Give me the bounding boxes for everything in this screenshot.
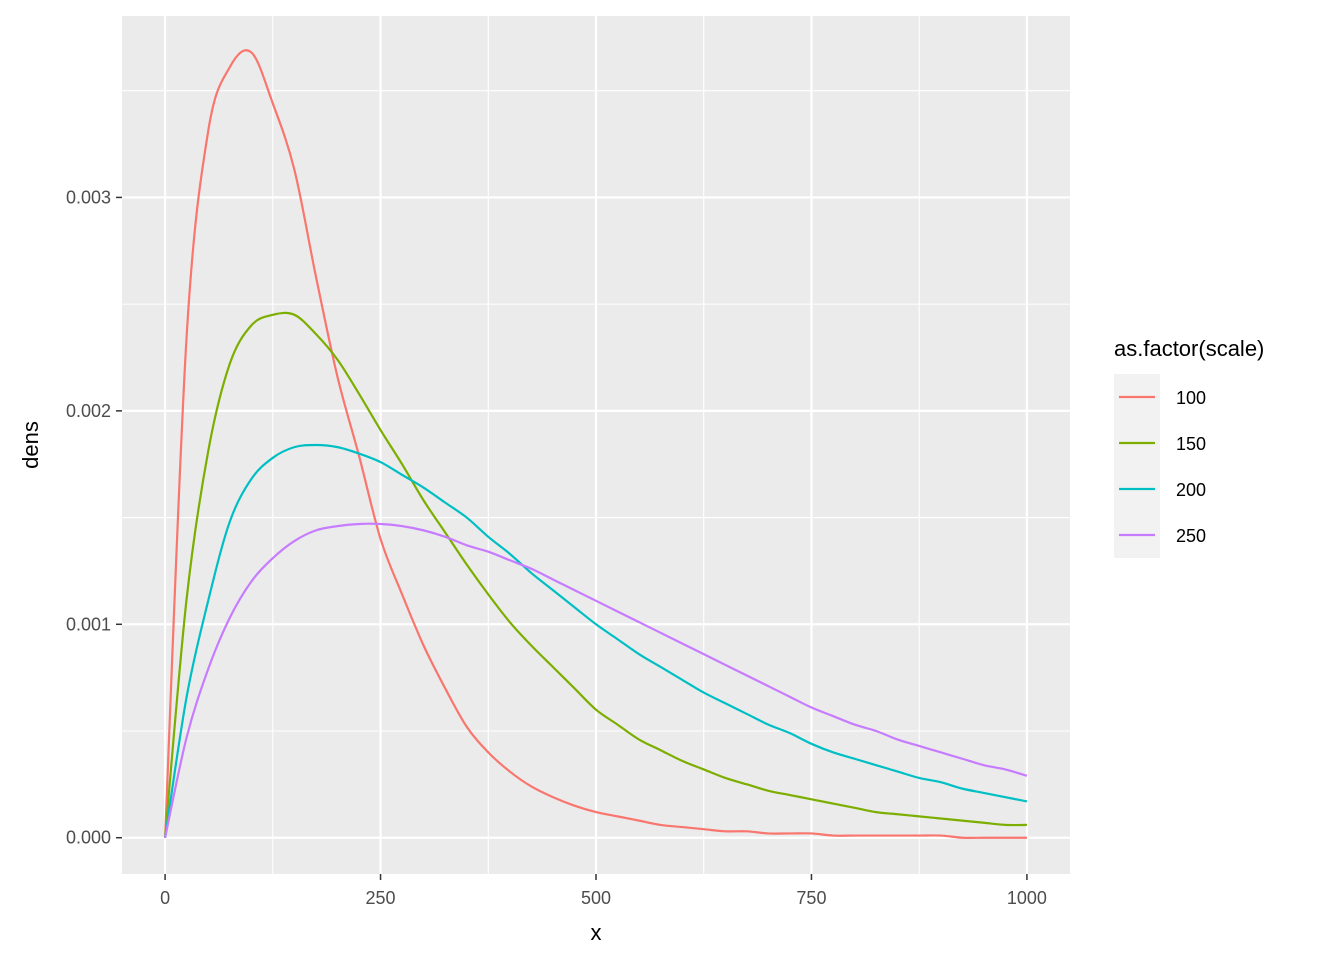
legend-label-150: 150 xyxy=(1176,434,1206,454)
legend: as.factor(scale) 100 150 200 250 xyxy=(1114,336,1264,558)
x-tick-label: 0 xyxy=(160,888,170,908)
series-line-150 xyxy=(163,311,1027,838)
legend-label-100: 100 xyxy=(1176,388,1206,408)
legend-label-250: 250 xyxy=(1176,526,1206,546)
y-tick-label: 0.000 xyxy=(66,828,111,848)
x-tick-label: 500 xyxy=(581,888,611,908)
x-tick-label: 250 xyxy=(366,888,396,908)
series-line-100 xyxy=(163,49,1027,839)
y-tick-label: 0.003 xyxy=(66,187,111,207)
x-axis-title: x xyxy=(591,920,602,945)
series-line-250 xyxy=(164,522,1028,838)
x-axis: 0 250 500 750 1000 xyxy=(160,874,1047,908)
legend-label-200: 200 xyxy=(1176,480,1206,500)
series-lines xyxy=(163,49,1028,839)
y-tick-label: 0.002 xyxy=(66,401,111,421)
major-gridlines xyxy=(122,16,1070,874)
y-axis: 0.000 0.001 0.002 0.003 xyxy=(66,187,122,848)
y-axis-title: dens xyxy=(18,421,43,469)
x-tick-label: 750 xyxy=(796,888,826,908)
legend-title: as.factor(scale) xyxy=(1114,336,1264,361)
y-tick-label: 0.001 xyxy=(66,614,111,634)
x-tick-label: 1000 xyxy=(1007,888,1047,908)
series-line-200 xyxy=(164,443,1028,838)
